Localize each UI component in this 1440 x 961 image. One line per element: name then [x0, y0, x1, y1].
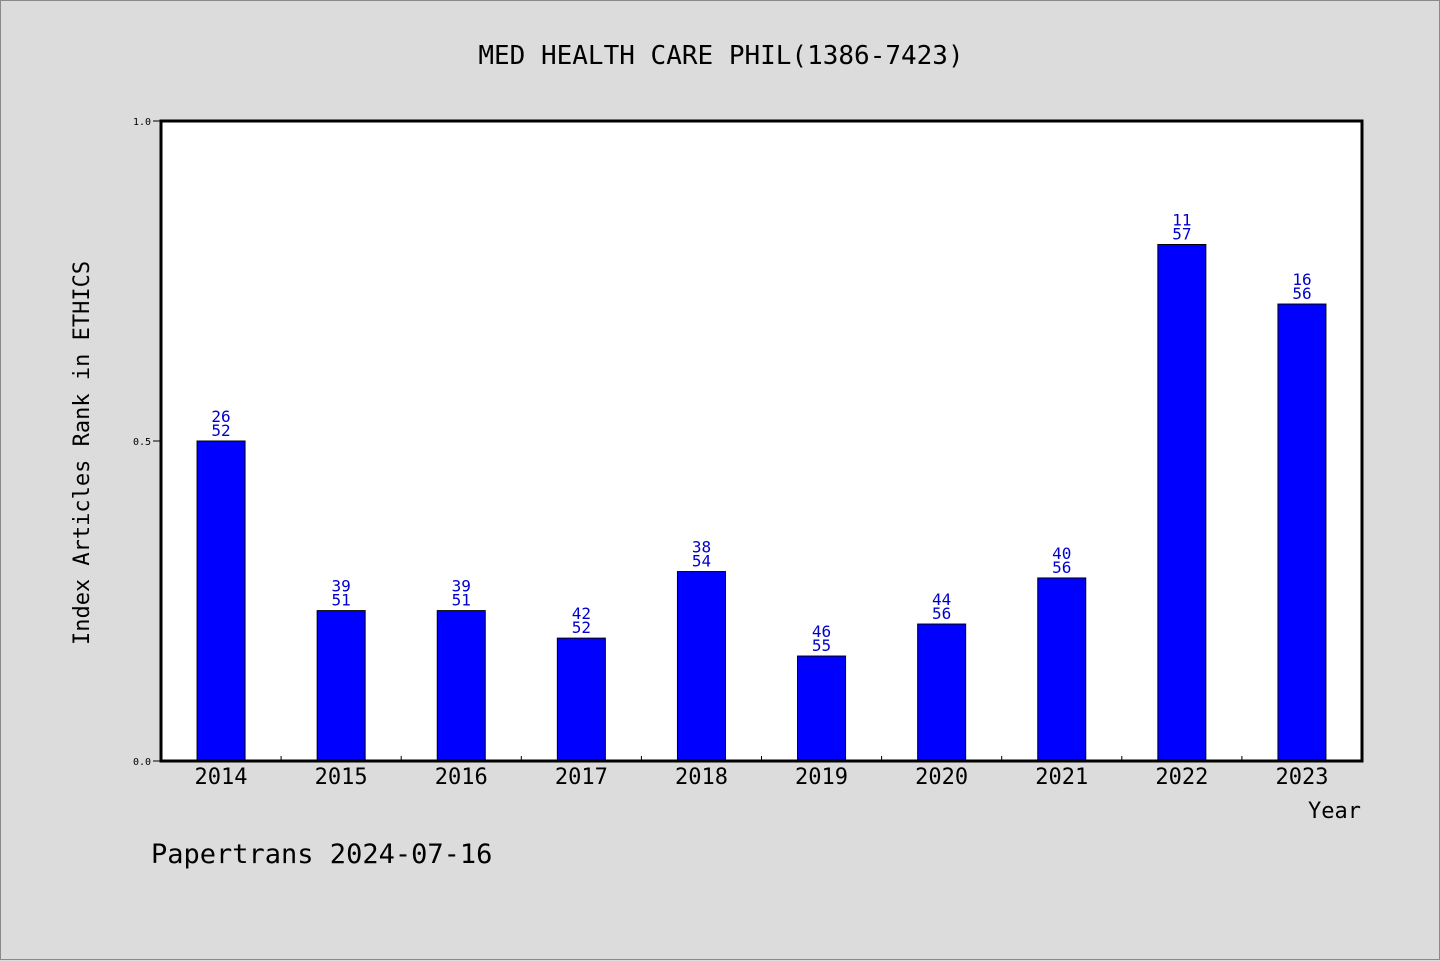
bar-label-bottom-2016: 51 — [452, 591, 471, 610]
x-tick-label-2020: 2020 — [915, 765, 968, 790]
bar-label-bottom-2022: 57 — [1172, 225, 1191, 244]
x-tick-label-2015: 2015 — [315, 765, 368, 790]
bar-label-top-2019: 46 — [812, 622, 831, 641]
bar-label-top-2016: 39 — [452, 577, 471, 596]
x-tick-label-2014: 2014 — [195, 765, 248, 790]
bar-2019 — [797, 655, 847, 762]
bar-label-bottom-2014: 52 — [211, 421, 230, 440]
bar-2020 — [917, 623, 967, 762]
bar-label-top-2020: 44 — [932, 590, 951, 609]
bar-label-top-2015: 39 — [332, 577, 351, 596]
bar-2015 — [316, 610, 366, 762]
x-tick-label-2021: 2021 — [1035, 765, 1088, 790]
plot-border — [159, 119, 1364, 763]
x-tick-label-2022: 2022 — [1155, 765, 1208, 790]
bar-label-bottom-2021: 56 — [1052, 558, 1071, 577]
x-tick-label-2019: 2019 — [795, 765, 848, 790]
bar-2021 — [1037, 577, 1087, 762]
bar-label-top-2017: 42 — [572, 604, 591, 623]
y-axis-ticks: 0.0 0.5 1.0 — [133, 117, 161, 768]
bars-group — [196, 244, 1327, 762]
bar-2017 — [556, 637, 606, 762]
bar-2016 — [436, 610, 486, 762]
x-tick-label-2023: 2023 — [1275, 765, 1328, 790]
footer-text: Papertrans 2024-07-16 — [151, 839, 492, 870]
x-tick-label-2016: 2016 — [435, 765, 488, 790]
bar-label-top-2022: 11 — [1172, 211, 1191, 230]
bar-2014 — [196, 440, 246, 762]
bar-label-bottom-2023: 56 — [1292, 284, 1311, 303]
x-tick-label-2018: 2018 — [675, 765, 728, 790]
bar-label-top-2018: 38 — [692, 538, 711, 557]
bar-label-top-2021: 40 — [1052, 544, 1071, 563]
bar-2022 — [1157, 244, 1207, 762]
x-axis-ticks: 2014 2015 2016 2017 2018 2019 2020 2021 2022 2023 — [195, 756, 1328, 790]
y-tick-label: 1.0 — [133, 117, 151, 128]
x-tick-label-2017: 2017 — [555, 765, 608, 790]
x-axis-label: Year — [1308, 799, 1361, 824]
bar-label-bottom-2017: 52 — [572, 618, 591, 637]
bar-2018 — [676, 571, 726, 762]
y-axis-label: Index Articles Rank in ETHICS — [70, 261, 95, 645]
bar-label-top-2014: 26 — [211, 407, 230, 426]
bar-label-bottom-2018: 54 — [692, 552, 711, 571]
y-tick-label: 0.5 — [133, 437, 151, 448]
bar-label-bottom-2015: 51 — [332, 591, 351, 610]
y-tick-label: 0.0 — [133, 757, 151, 768]
bar-label-bottom-2020: 56 — [932, 604, 951, 623]
bar-label-bottom-2019: 55 — [812, 636, 831, 655]
chart-title: MED HEALTH CARE PHIL(1386-7423) — [478, 41, 963, 71]
bar-2023 — [1277, 303, 1327, 762]
bar-label-top-2023: 16 — [1292, 270, 1311, 289]
